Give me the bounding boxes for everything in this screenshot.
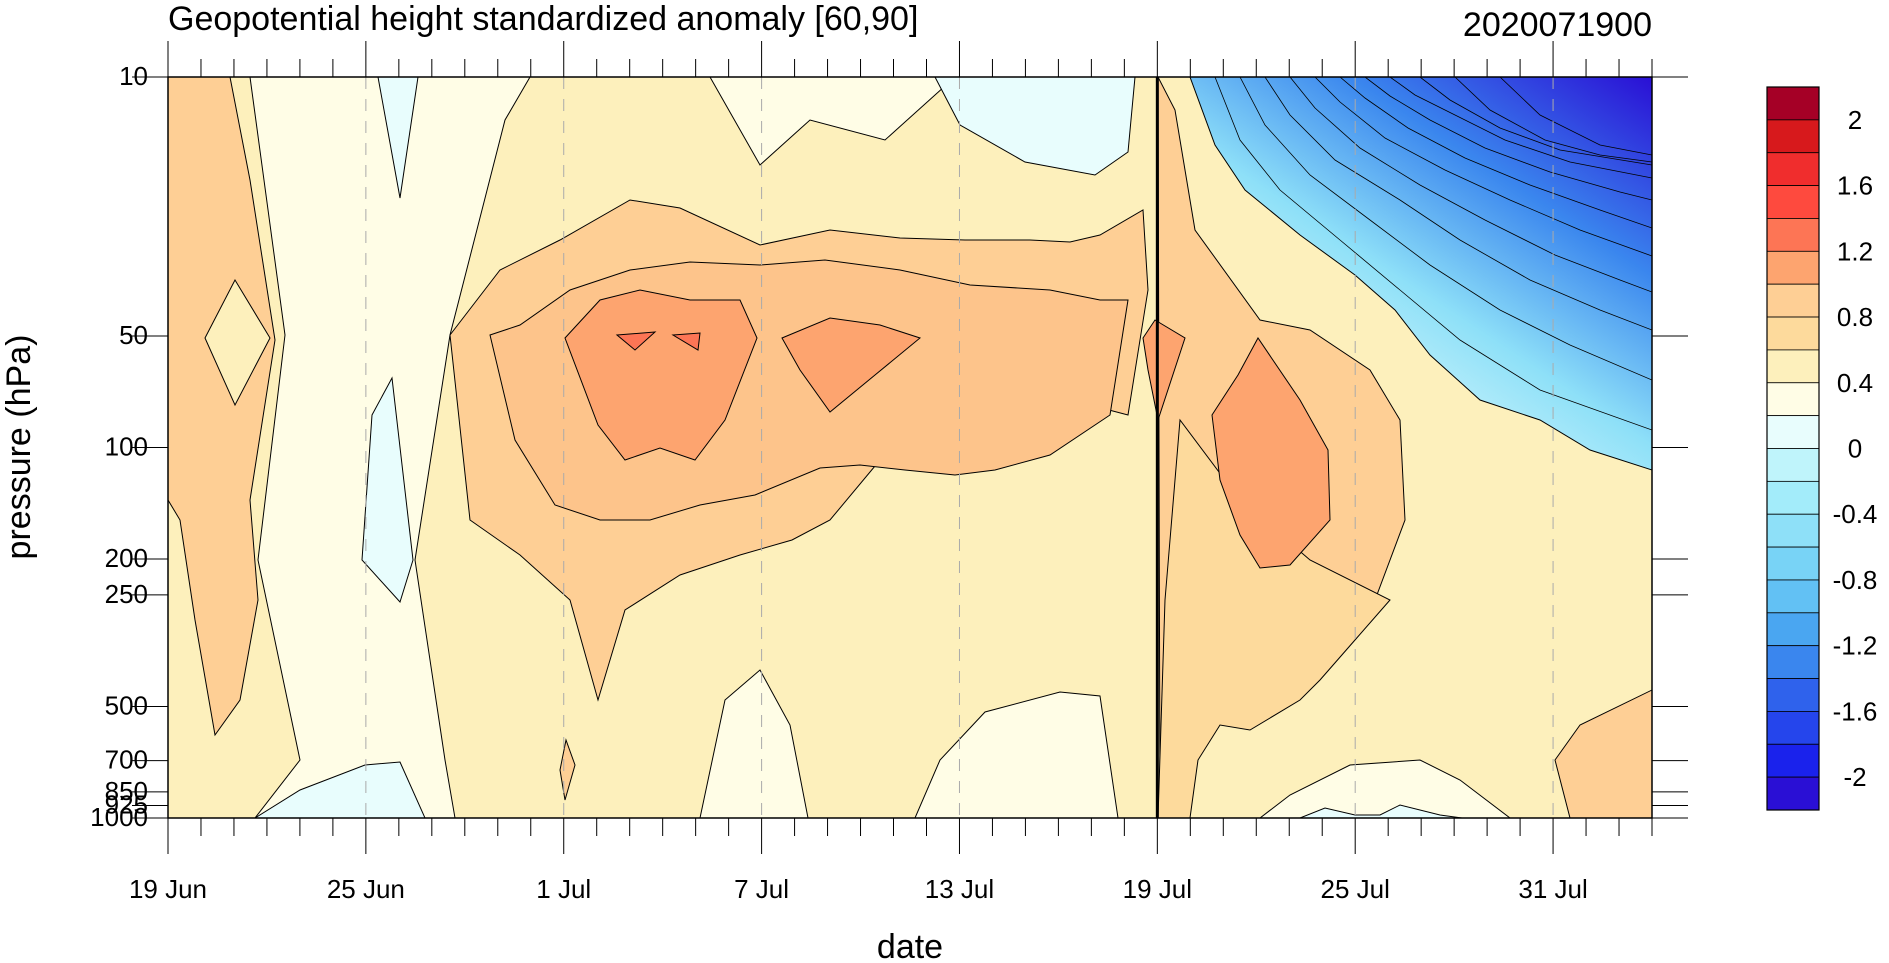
x-tick-label: 25 Jun [327, 874, 405, 904]
region-peak-a [615, 331, 657, 351]
region-max-jul-3 [564, 289, 758, 461]
colorbar-swatch [1766, 250, 1820, 285]
colorbar-swatch [1766, 678, 1820, 712]
colorbar-label: 0.8 [1837, 302, 1873, 332]
y-tick-label: 850 [105, 776, 148, 806]
x-tick-label: 19 Jun [129, 874, 207, 904]
colorbar-swatch [1766, 152, 1820, 186]
y-tick-label: 200 [105, 543, 148, 573]
colorbar-swatch [1766, 480, 1820, 515]
region-diamond-jun [168, 77, 276, 737]
region-max-jul-9 [781, 317, 922, 413]
region-late-jul-surface-zero [1259, 759, 1511, 818]
colorbar-swatch [1766, 218, 1820, 252]
colorbar-swatch [1766, 546, 1820, 581]
region-negative-late-july [1189, 77, 1652, 471]
y-tick-label: 50 [119, 320, 148, 350]
y-tick-label: 925 [105, 789, 148, 819]
x-tick-label: 25 Jul [1321, 874, 1390, 904]
x-axis-label: date [877, 928, 943, 963]
colorbar-swatch [1766, 349, 1820, 384]
x-tick-label: 13 Jul [925, 874, 994, 904]
colorbar-swatch [1766, 415, 1820, 449]
colorbar-swatch [1766, 645, 1820, 679]
region-max-jul-22 [1211, 337, 1331, 569]
y-tick-label: 250 [105, 579, 148, 609]
colorbar-label: -0.8 [1833, 565, 1878, 595]
colorbar-label: 2 [1848, 105, 1862, 135]
x-axis: 19 Jun 25 Jun 1 Jul 7 Jul 13 Jul 19 Jul 25 Jul… [129, 41, 1653, 904]
colorbar-swatch [1766, 119, 1820, 154]
colorbar-label: -1.6 [1833, 696, 1878, 726]
colorbar-border [1766, 86, 1820, 811]
negative-contours [1214, 77, 1652, 431]
colorbar-label: -0.4 [1833, 499, 1878, 529]
colorbar-swatch [1766, 612, 1820, 647]
x-tick-label: 1 Jul [536, 874, 591, 904]
colorbar-swatch [1766, 86, 1820, 121]
y-tick-label: 700 [105, 745, 148, 775]
colorbar-swatch [1766, 382, 1820, 417]
colorbar-swatch [1766, 448, 1820, 482]
region-negative-june-mid [361, 376, 414, 603]
region-late-jul-700 [1554, 689, 1652, 818]
region-negative-june-top [377, 77, 419, 199]
colorbar-swatch [1766, 185, 1820, 219]
region-near-zero-top-july [709, 77, 956, 166]
colorbar-swatch [1766, 316, 1820, 351]
colorbar-swatch [1766, 283, 1820, 318]
colorbar-label: -2 [1843, 762, 1866, 792]
region-peak-b [671, 332, 701, 351]
region-diamond-jun-inner [204, 278, 271, 407]
colorbar-label: 1.2 [1837, 236, 1873, 266]
x-tick-label: 19 Jul [1123, 874, 1192, 904]
colorbar: 2 1.6 1.2 0.8 0.4 0 -0.4 -0.8 -1.2 -1.6 -2 [1766, 86, 1878, 811]
colorbar-label: -1.2 [1833, 631, 1878, 661]
region-negative-june-surface [254, 761, 426, 818]
colorbar-swatch [1766, 711, 1820, 745]
y-tick-label: 100 [105, 432, 148, 462]
y-tick-label: 10 [119, 61, 148, 91]
colorbar-swatch [1766, 513, 1820, 548]
colorbar-label: 0.4 [1837, 368, 1873, 398]
colorbar-swatch [1766, 743, 1820, 778]
colorbar-swatch [1766, 776, 1820, 811]
region-max-jul-19 [1142, 319, 1186, 422]
region-near-zero-july-surface [699, 669, 809, 818]
region-negative-mid-july-top [934, 77, 1136, 176]
colorbar-label: 0 [1848, 434, 1862, 464]
x-tick-label: 31 Jul [1518, 874, 1587, 904]
region-near-zero-mid-july [914, 691, 1119, 818]
plot-area [168, 77, 1652, 818]
colorbar-label: 1.6 [1837, 171, 1873, 201]
colorbar-swatch [1766, 579, 1820, 614]
chart-subtitle: 2020071900 [1463, 6, 1652, 44]
y-tick-label: 1000 [90, 802, 148, 832]
region-post-jul19-low [1157, 418, 1391, 818]
chart-title: Geopotential height standardized anomaly… [168, 0, 918, 38]
y-tick-label: 500 [105, 690, 148, 720]
y-axis-label: pressure (hPa) [0, 335, 38, 560]
x-tick-label: 7 Jul [734, 874, 789, 904]
